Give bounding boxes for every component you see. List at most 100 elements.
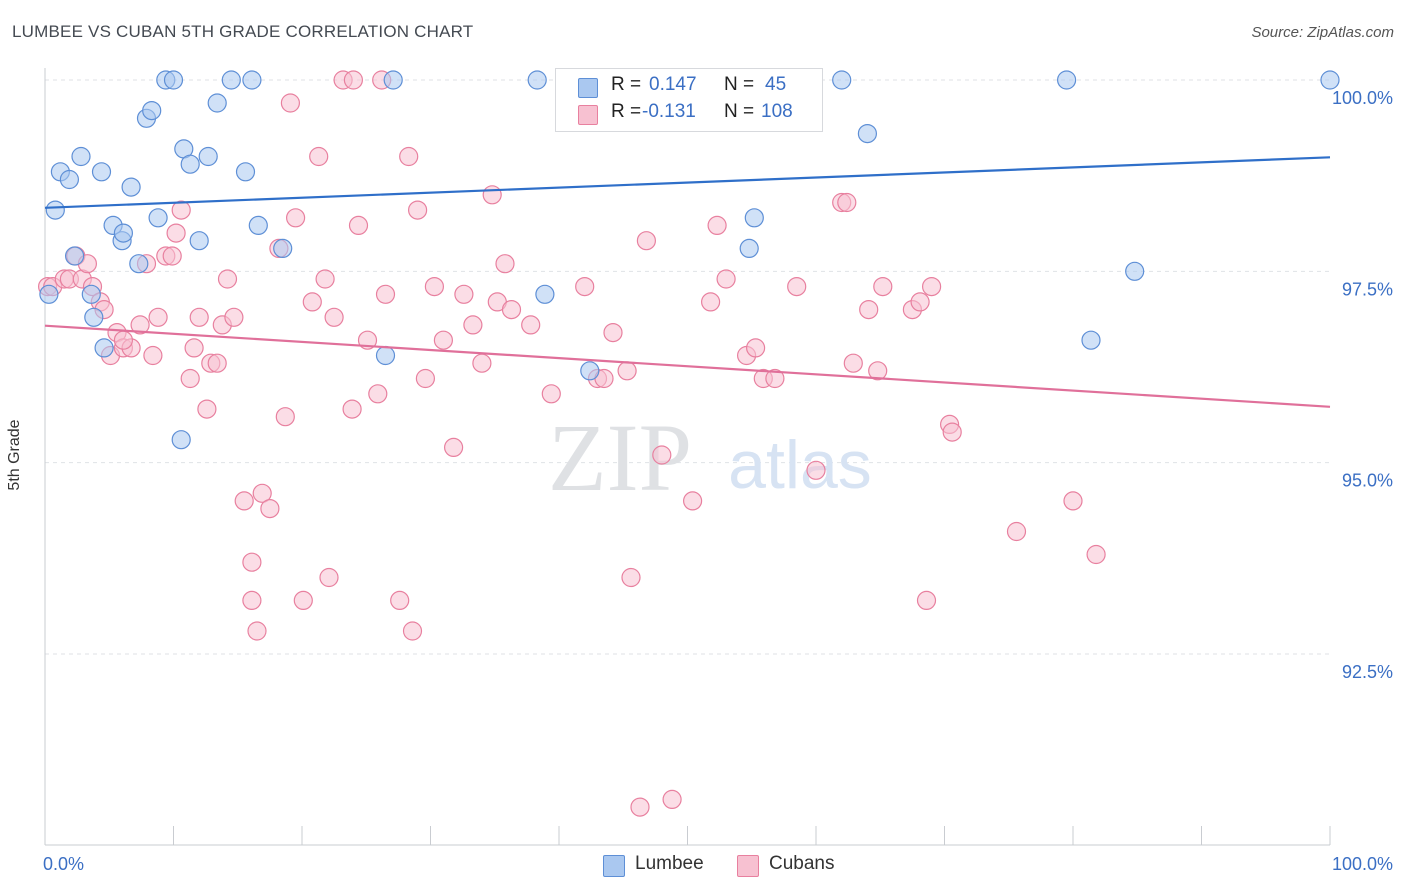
cubans-point — [166, 223, 186, 243]
cubans-point — [342, 399, 362, 419]
y-tick-label: 100.0% — [1332, 88, 1393, 108]
cubans-point — [375, 284, 396, 304]
cubans-point — [765, 368, 785, 389]
cubans-point — [348, 215, 369, 235]
lumbee-point — [94, 338, 114, 358]
cubans-point — [180, 368, 200, 389]
cubans-point — [415, 368, 435, 389]
cubans-point — [652, 445, 672, 465]
cubans-point — [197, 399, 217, 419]
cubans-point — [162, 246, 182, 266]
cubans-point — [408, 200, 428, 220]
legend-n-value: 45 — [765, 74, 787, 95]
correlation-legend: R = 0.147 N = 45 R = -0.131 N = 108 — [555, 68, 823, 132]
cubans-point — [402, 621, 423, 641]
cubans-point — [843, 353, 863, 373]
chart-title: LUMBEE VS CUBAN 5TH GRADE CORRELATION CH… — [12, 22, 474, 41]
lumbee-point — [1081, 330, 1101, 350]
cubans-point — [319, 567, 339, 588]
cubans-point — [242, 552, 262, 572]
cubans-point — [454, 284, 474, 304]
lumbee-point — [189, 231, 209, 251]
cubans-point — [234, 491, 254, 511]
cubans-point — [184, 338, 204, 358]
lumbee-point — [383, 70, 403, 90]
lumbee-point — [744, 208, 764, 228]
tick-labels: 92.5% 95.0% 97.5% 100.0% 0.0% 100.0% — [43, 88, 1393, 874]
lumbee-point — [242, 70, 262, 90]
legend-n-value: 108 — [761, 101, 793, 122]
bottom-legend-swatch-lumbee — [603, 855, 625, 877]
lumbee-trend-line — [44, 156, 1331, 209]
lumbee-point — [113, 223, 134, 243]
cubans-point — [143, 345, 163, 366]
cubans-point — [682, 491, 703, 511]
legend-r-value: 0.147 — [649, 74, 697, 95]
watermark-atlas: atlas — [728, 427, 872, 503]
trend-lines — [44, 156, 1331, 408]
cubans-point — [617, 361, 637, 381]
cubans-point — [472, 353, 492, 373]
cubans-point — [302, 292, 322, 312]
cubans-point — [315, 269, 335, 289]
lumbee-point — [45, 200, 65, 220]
cubans-point — [368, 384, 388, 404]
cubans-point — [873, 277, 893, 297]
cubans-point — [495, 254, 515, 274]
lumbee-point — [1125, 261, 1145, 281]
lumbee-point — [180, 154, 200, 174]
lumbee-point — [39, 284, 59, 304]
cubans-point — [286, 208, 306, 228]
axes — [44, 68, 1331, 846]
cubans-point — [787, 277, 807, 297]
lumbee-point — [375, 345, 396, 366]
legend-swatch-lumbee — [578, 78, 598, 98]
lumbee-point — [121, 177, 141, 197]
cubans-points — [37, 70, 1106, 817]
cubans-point — [260, 499, 280, 519]
lumbee-point — [71, 146, 91, 167]
cubans-point — [541, 384, 561, 404]
cubans-point — [745, 338, 766, 358]
cubans-point — [501, 300, 522, 320]
bottom-legend-label: Cubans — [769, 853, 835, 874]
lumbee-point — [739, 238, 759, 258]
cubans-point — [293, 590, 313, 611]
lumbee-point — [148, 208, 168, 228]
cubans-point — [390, 590, 410, 611]
bottom-legend-label: Lumbee — [635, 853, 704, 874]
cubans-point — [309, 146, 329, 167]
cubans-point — [521, 315, 541, 335]
bottom-legend-swatch-cubans — [737, 855, 759, 877]
cubans-point — [707, 215, 727, 235]
lumbee-point — [129, 254, 149, 274]
cubans-point — [700, 292, 721, 312]
cubans-point — [424, 277, 444, 297]
lumbee-point — [1056, 70, 1077, 90]
legend-r-label: R = — [611, 101, 642, 122]
cubans-point — [916, 590, 937, 611]
y-tick-label: 97.5% — [1342, 279, 1393, 299]
x-tick-label: 100.0% — [1332, 854, 1393, 874]
cubans-point — [324, 307, 344, 327]
legend-swatch-cubans — [578, 105, 598, 125]
cubans-point — [837, 192, 857, 213]
cubans-point — [242, 590, 262, 611]
lumbee-point — [857, 124, 878, 144]
lumbee-point — [527, 70, 547, 90]
legend-n-label: N = — [724, 74, 755, 95]
x-tick-label: 0.0% — [43, 854, 84, 874]
lumbee-point — [832, 70, 852, 90]
lumbee-point — [207, 93, 227, 113]
cubans-point — [433, 330, 453, 350]
cubans-trend-line — [44, 324, 1331, 408]
source-label: Source: ZipAtlas.com — [1251, 24, 1394, 41]
legend-n-label: N = — [724, 101, 755, 122]
cubans-point — [621, 567, 641, 588]
cubans-point — [207, 353, 227, 373]
lumbee-point — [248, 215, 268, 235]
cubans-point — [148, 307, 168, 327]
lumbee-point — [64, 246, 85, 266]
lumbee-point — [580, 361, 600, 381]
